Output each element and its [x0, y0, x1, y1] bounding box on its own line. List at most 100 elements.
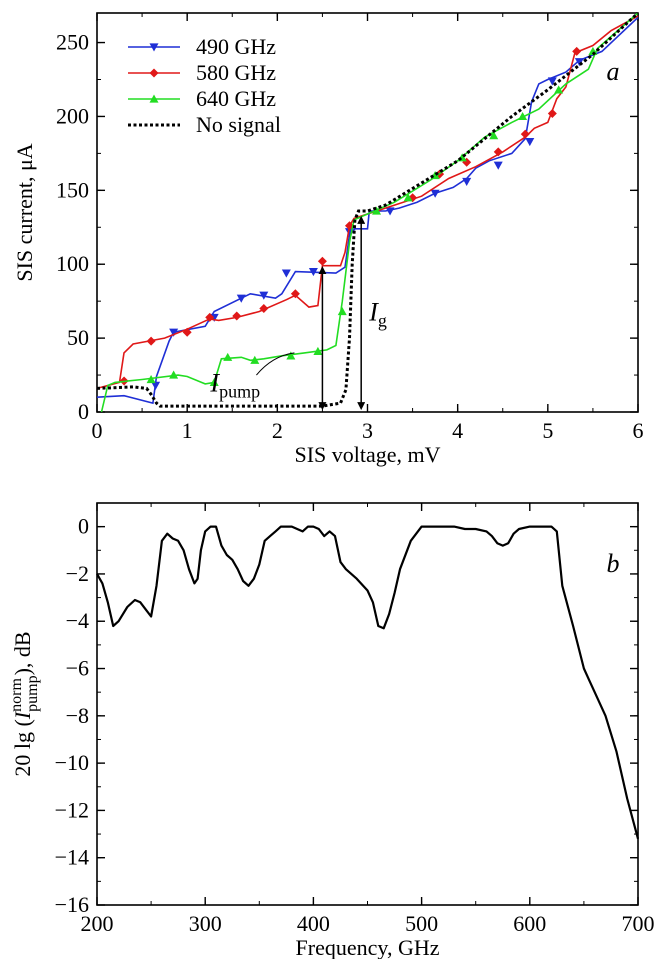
- panel-b-chart: 200 300 400 500 600 7000−2−4−6−8−10−12−14−16 …: [8, 502, 655, 959]
- series-point-490-ghz: [547, 77, 557, 86]
- series-point-580-ghz: [493, 147, 503, 157]
- series-point-490-ghz: [493, 161, 503, 170]
- legend-marker-640-ghz: [149, 94, 159, 103]
- series-point-490-ghz: [169, 328, 179, 337]
- series-point-640-ghz: [250, 355, 260, 364]
- series-point-490-ghz: [281, 269, 291, 278]
- series-line-580-ghz: [96, 15, 639, 390]
- panel-a-ticks: 0 1 2 3 4 5 6 0 50 100 150 200 250: [56, 13, 644, 443]
- panel-b-x-tick-label: 300: [189, 911, 222, 936]
- panel-a-y-tick-label: 0: [78, 399, 89, 424]
- panel-b-y-title-sup: norm: [8, 678, 25, 712]
- panel-a-x-tick-label: 4: [452, 418, 463, 443]
- legend-label-490-ghz: 490 GHz: [196, 34, 276, 59]
- series-point-490-ghz: [574, 58, 584, 67]
- panel-b-letter: b: [607, 549, 620, 578]
- panel-b-plot-frame: [96, 502, 639, 906]
- series-point-580-ghz: [205, 312, 215, 322]
- series-point-640-ghz: [403, 193, 413, 202]
- panel-b-y-title-prefix: 20 lg (: [10, 719, 35, 776]
- series-point-490-ghz: [308, 268, 318, 277]
- series-point-640-ghz: [489, 131, 499, 140]
- panel-a-y-axis-title: SIS current, μA: [12, 143, 37, 281]
- series-line-no-signal: [96, 11, 640, 408]
- series-point-490-ghz: [430, 189, 440, 198]
- series-point-580-ghz: [317, 256, 327, 266]
- series-point-640-ghz: [169, 370, 179, 379]
- panel-b-y-tick-label: −6: [66, 656, 89, 681]
- panel-a-x-tick-label: 5: [542, 418, 553, 443]
- panel-a-chart: 0 1 2 3 4 5 6 0 50 100 150 200 250 Ipump Ig 490 GHz58…: [12, 11, 644, 467]
- annotation-label-ipump: Ipump: [209, 368, 260, 401]
- panel-b-y-tick-label: −8: [66, 703, 89, 728]
- legend-marker-580-ghz: [149, 68, 159, 78]
- panel-a-x-tick-label: 6: [633, 418, 644, 443]
- series-point-490-ghz: [462, 177, 472, 186]
- panel-b-y-tick-label: −12: [55, 797, 89, 822]
- series-point-640-ghz: [146, 374, 156, 384]
- panel-b-y-tick-label: −14: [55, 845, 89, 870]
- series-point-580-ghz: [572, 46, 582, 56]
- panel-b-y-tick-label: −2: [66, 561, 89, 586]
- panel-b-y-tick-label: −16: [55, 892, 89, 917]
- series-point-640-ghz: [554, 85, 564, 94]
- panel-a-letter: a: [607, 57, 620, 86]
- series-point-490-ghz: [151, 381, 161, 390]
- series-line-490-ghz: [96, 16, 639, 405]
- series-point-640-ghz: [209, 377, 219, 387]
- series-point-580-ghz: [259, 304, 269, 314]
- panel-a-y-tick-label: 100: [56, 251, 89, 276]
- panel-b-x-tick-label: 400: [297, 911, 330, 936]
- series-point-580-ghz: [232, 311, 242, 321]
- panel-a-y-tick-label: 150: [56, 177, 89, 202]
- series-point-490-ghz: [259, 291, 269, 300]
- panel-b-y-axis-title: 20 lg (Inormpump), dB: [8, 631, 41, 776]
- panel-a-x-tick-label: 2: [272, 418, 283, 443]
- series-point-490-ghz: [525, 137, 535, 147]
- legend-label-580-ghz: 580 GHz: [196, 60, 276, 85]
- panel-b-y-title-symbol: I: [10, 710, 35, 720]
- series-point-490-ghz: [236, 294, 246, 303]
- panel-a-x-axis-title: SIS voltage, mV: [294, 442, 440, 467]
- panel-b-x-tick-label: 700: [622, 911, 655, 936]
- series-point-640-ghz: [337, 307, 347, 316]
- series-point-640-ghz: [372, 206, 382, 215]
- series-point-640-ghz: [518, 111, 528, 121]
- panel-b-y-title-suffix: ), dB: [10, 631, 35, 675]
- panel-b-y-title-sub: pump: [24, 675, 41, 711]
- panel-b-y-tick-label: −4: [66, 608, 89, 633]
- panel-b-x-tick-label: 200: [81, 911, 114, 936]
- series-point-640-ghz: [286, 351, 296, 360]
- panel-a-x-tick-label: 3: [362, 418, 373, 443]
- series-point-640-ghz: [223, 352, 233, 361]
- series-line-640-ghz: [100, 12, 639, 413]
- panel-b-ticks: 200 300 400 500 600 700 0 −2 −4 −6 −8 −10 −12 −14 −16: [55, 502, 655, 936]
- series-line-pump-response: [96, 525, 640, 840]
- legend-label-640-ghz: 640 GHz: [196, 86, 276, 111]
- series-point-580-ghz: [520, 129, 530, 139]
- series-point-580-ghz: [146, 336, 156, 346]
- panel-b-x-tick-label: 500: [405, 911, 438, 936]
- annotation-label-ig: Ig: [368, 297, 387, 330]
- panel-a-annotations: Ipump Ig: [209, 215, 387, 411]
- panel-a-x-tick-label: 1: [182, 418, 193, 443]
- series-point-580-ghz: [290, 289, 300, 299]
- legend-label-no-signal: No signal: [196, 112, 281, 137]
- annotation-leader-line: [256, 352, 295, 376]
- panel-b-series-group: [96, 525, 640, 840]
- panel-b-x-tick-label: 600: [513, 911, 546, 936]
- panel-a-x-tick-label: 0: [92, 418, 103, 443]
- panel-a-series-group: [96, 11, 640, 413]
- series-point-490-ghz: [385, 207, 395, 216]
- series-point-580-ghz: [547, 108, 557, 118]
- panel-a-y-tick-label: 50: [67, 325, 89, 350]
- panel-b-x-axis-title: Frequency, GHz: [296, 935, 440, 959]
- panel-b-y-tick-label: 0: [78, 514, 89, 539]
- series-point-580-ghz: [182, 327, 192, 337]
- panel-a-y-tick-label: 200: [56, 103, 89, 128]
- panel-a-y-tick-label: 250: [56, 30, 89, 55]
- legend-marker-490-ghz: [149, 43, 159, 52]
- panel-b-y-tick-label: −10: [55, 750, 89, 775]
